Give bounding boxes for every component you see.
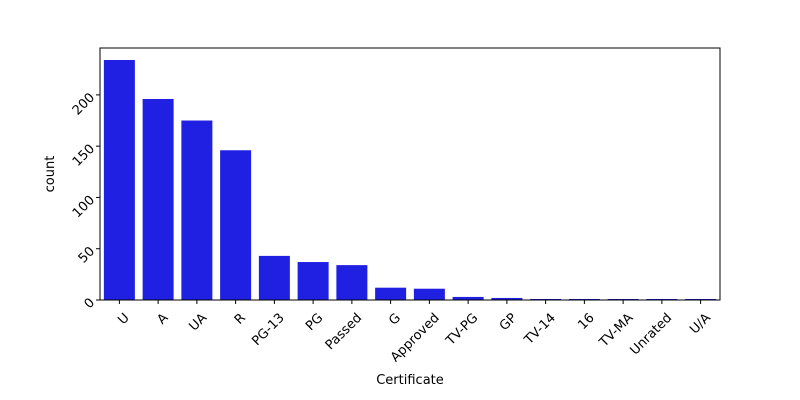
x-tick-label: U xyxy=(115,311,132,328)
x-tick-label: GP xyxy=(497,311,520,334)
bar-tv-14 xyxy=(530,298,562,300)
y-tick-label: 200 xyxy=(70,90,98,118)
bar-tv-pg xyxy=(452,296,484,300)
x-tick-label: G xyxy=(386,311,404,329)
bar-16 xyxy=(568,298,600,300)
y-axis-ticks: 0 50 100 150 200 xyxy=(70,90,100,312)
bar-a xyxy=(142,98,174,300)
bar-r xyxy=(220,150,252,300)
bar-tv-ma xyxy=(607,298,639,300)
bars-group xyxy=(103,60,717,300)
y-tick-label: 0 xyxy=(82,295,98,311)
y-tick-label: 50 xyxy=(76,244,98,266)
bar-gp xyxy=(491,297,523,300)
x-tick-label: TV-14 xyxy=(521,311,559,349)
bar-passed xyxy=(336,265,368,300)
x-tick-label: 16 xyxy=(575,311,597,333)
bar-approved xyxy=(413,288,445,300)
y-axis-label: count xyxy=(43,156,58,193)
plot-frame xyxy=(99,47,721,301)
x-tick-label: PG-13 xyxy=(249,311,287,349)
x-tick-label: Passed xyxy=(323,311,365,353)
x-axis-label: Certificate xyxy=(376,373,444,388)
bar-u xyxy=(103,60,135,300)
x-tick-label: U/A xyxy=(687,311,714,338)
bar-pg xyxy=(297,262,329,300)
y-tick-label: 150 xyxy=(70,142,98,170)
x-tick-label: PG xyxy=(303,311,326,334)
y-tick-label: 100 xyxy=(70,193,98,221)
x-tick-label: UA xyxy=(187,311,211,335)
x-tick-label: TV-PG xyxy=(443,311,482,350)
bar-ua xyxy=(181,120,213,300)
bar-u-a xyxy=(685,298,717,300)
x-tick-label: R xyxy=(232,311,249,328)
bar-g xyxy=(375,287,407,300)
x-tick-label: A xyxy=(154,311,171,328)
bar-unrated xyxy=(646,298,678,300)
bar-pg-13 xyxy=(258,255,290,300)
x-tick-label: Unrated xyxy=(627,311,675,359)
